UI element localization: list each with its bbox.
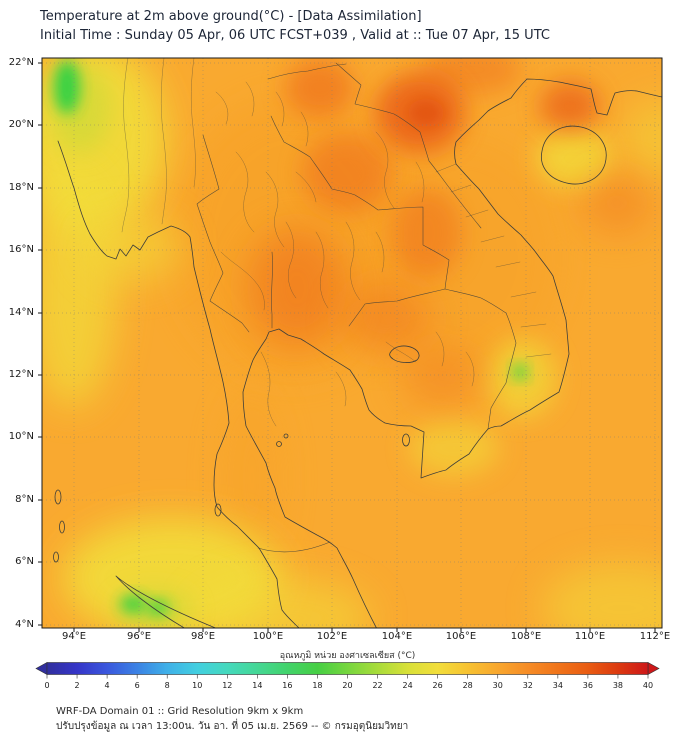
x-axis-label: 106°E [445, 631, 477, 642]
sumatra-coast [115, 575, 217, 628]
colorbar-tick-label: 28 [462, 681, 473, 690]
header: Temperature at 2m above ground(°C) - [Da… [40, 7, 550, 45]
phu-quoc-island [402, 433, 410, 447]
colorbar-arrow-right [647, 662, 660, 676]
map-subtitle: Initial Time : Sunday 05 Apr, 06 UTC FCS… [40, 28, 550, 43]
colorbar-tick-label: 32 [522, 681, 533, 690]
y-axis-label: 18°N [8, 182, 34, 193]
x-axis-label: 96°E [126, 631, 152, 642]
colorbar-tick-label: 40 [642, 681, 654, 690]
national-borders [196, 62, 517, 553]
x-axis-label: 94°E [61, 631, 87, 642]
footer: WRF-DA Domain 01 :: Grid Resolution 9km … [56, 704, 408, 734]
tonle-sap-lake [389, 345, 420, 363]
colorbar-tick-label: 30 [492, 681, 503, 690]
x-axis-label: 100°E [252, 631, 284, 642]
phuket-island [214, 503, 222, 517]
x-axis-label: 112°E [639, 631, 671, 642]
footer-update-info: ปรับปรุงข้อมูล ณ เวลา 13:00น. วัน อา. ที… [56, 721, 409, 732]
x-axis-label: 98°E [190, 631, 216, 642]
x-axis-label: 102°E [316, 631, 348, 642]
coastlines-and-borders [53, 58, 662, 628]
colorbar-tick-label: 6 [134, 681, 140, 690]
colorbar-tick-label: 38 [612, 681, 624, 690]
y-axis-label: 4°N [15, 619, 34, 630]
colorbar [35, 662, 660, 679]
colorbar-section: อุณหภูมิ หน่วย องศาเซลเซียส (°C) 0 2 4 6 8 10… [35, 648, 660, 691]
andaman-island [53, 551, 59, 563]
colorbar-ticks: 0 2 4 6 8 10 12 14 16 18 20 22 24 26 28 30 32 34 36 38 40 [35, 681, 660, 691]
colorbar-tick-label: 18 [312, 681, 323, 690]
colorbar-tick-label: 8 [164, 681, 170, 690]
colorbar-arrow-left [35, 662, 48, 676]
gulf-island [276, 441, 282, 447]
x-axis-label: 110°E [574, 631, 606, 642]
colorbar-tick-label: 4 [104, 681, 110, 690]
grid-lines [42, 58, 662, 628]
y-axis-label: 10°N [8, 431, 34, 442]
coastline-west [57, 140, 300, 628]
y-axis-label: 12°N [8, 369, 34, 380]
colorbar-tick-label: 24 [402, 681, 413, 690]
colorbar-tick-label: 20 [342, 681, 353, 690]
hainan-island [540, 125, 607, 185]
colorbar-tick-label: 2 [74, 681, 80, 690]
andaman-island [59, 520, 65, 534]
footer-domain-info: WRF-DA Domain 01 :: Grid Resolution 9km … [56, 706, 304, 717]
coastline-gulf-vietnam [242, 78, 662, 628]
colorbar-tick-marks [46, 674, 649, 679]
map-area: 22°N 20°N 18°N 16°N 14°N 12°N 10°N 8°N 6°N 4°N 94… [9, 52, 670, 642]
y-axis-label: 6°N [15, 556, 34, 567]
temperature-map [38, 57, 663, 632]
y-axis-label: 8°N [15, 494, 34, 505]
colorbar-label: อุณหภูมิ หน่วย องศาเซลเซียส (°C) [279, 651, 416, 661]
colorbar-tick-label: 0 [44, 681, 50, 690]
y-axis-label: 22°N [8, 57, 34, 68]
colorbar-tick-label: 22 [372, 681, 383, 690]
y-axis-label: 20°N [8, 119, 34, 130]
colorbar-tick-label: 26 [432, 681, 443, 690]
colorbar-tick-label: 34 [552, 681, 563, 690]
temperature-field [42, 58, 662, 628]
map-title: Temperature at 2m above ground(°C) - [Da… [40, 9, 422, 24]
colorbar-gradient-bar [46, 662, 649, 675]
map-border [41, 57, 663, 629]
andaman-island [54, 489, 62, 505]
colorbar-tick-label: 10 [192, 681, 203, 690]
colorbar-tick-label: 14 [252, 681, 263, 690]
colorbar-tick-label: 36 [582, 681, 593, 690]
x-axis-label: 104°E [381, 631, 413, 642]
x-axis-label: 108°E [510, 631, 542, 642]
axis-tick-marks [38, 62, 656, 632]
colorbar-tick-label: 16 [282, 681, 293, 690]
y-axis-label: 14°N [8, 307, 34, 318]
province-boundaries [121, 58, 552, 427]
colorbar-tick-label: 12 [222, 681, 233, 690]
y-axis-label: 16°N [8, 244, 34, 255]
gulf-island [283, 433, 289, 439]
